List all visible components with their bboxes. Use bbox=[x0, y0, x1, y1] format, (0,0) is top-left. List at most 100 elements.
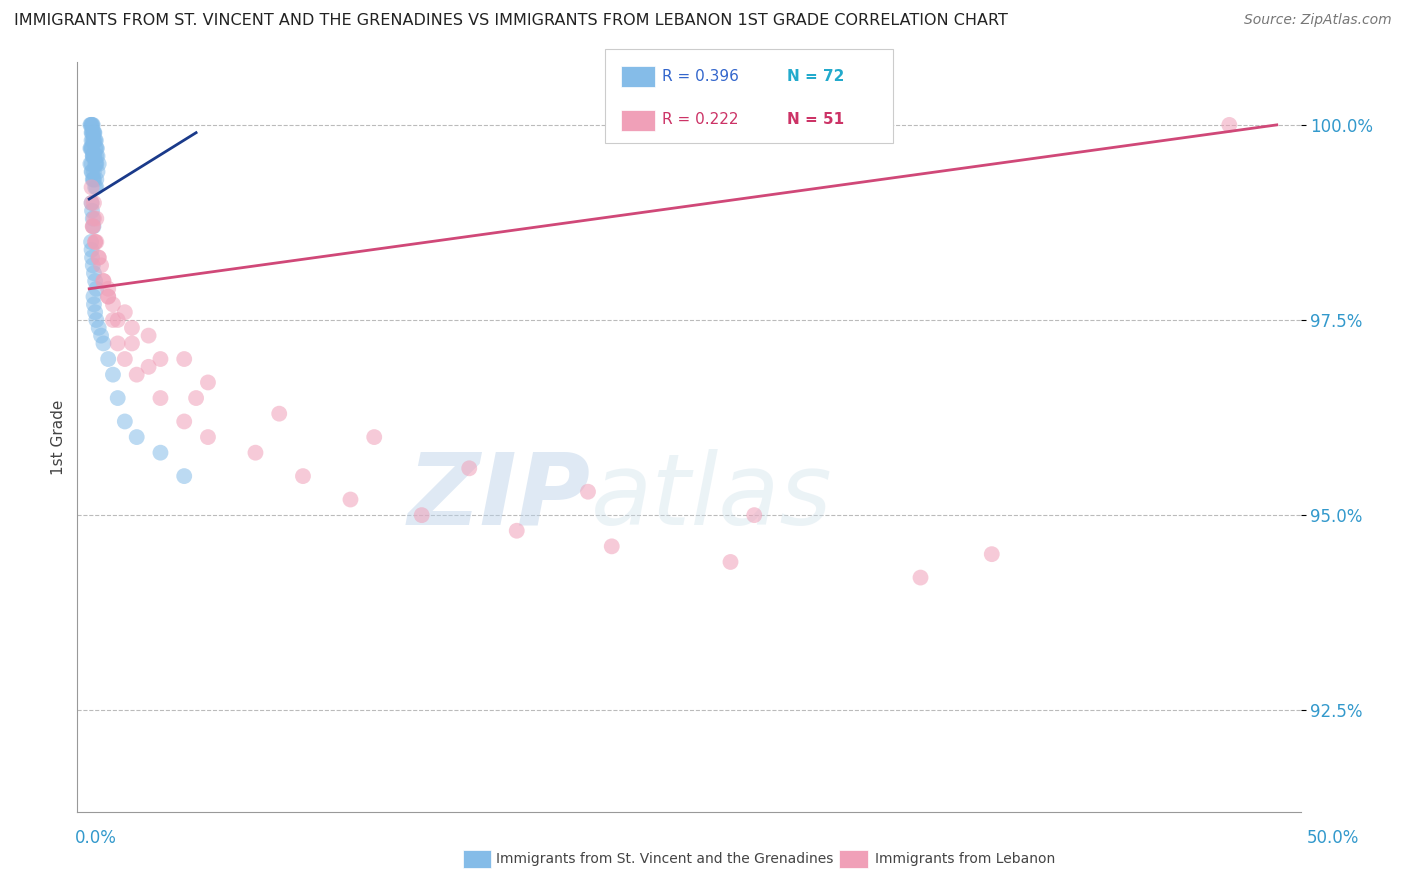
Point bbox=[114, 351, 136, 366]
Point bbox=[291, 469, 314, 483]
Point bbox=[84, 180, 107, 194]
Point bbox=[82, 126, 104, 140]
Point bbox=[980, 547, 1002, 561]
Point bbox=[82, 149, 104, 163]
Point bbox=[87, 251, 110, 265]
Point bbox=[80, 180, 103, 194]
Point bbox=[97, 351, 120, 366]
Text: N = 51: N = 51 bbox=[787, 112, 845, 127]
Point bbox=[83, 266, 105, 280]
Point bbox=[86, 180, 108, 194]
Point bbox=[80, 126, 103, 140]
Point bbox=[506, 524, 529, 538]
Point bbox=[82, 126, 104, 140]
Point bbox=[80, 203, 103, 218]
Point bbox=[80, 157, 103, 171]
Point bbox=[80, 133, 103, 147]
Point bbox=[411, 508, 433, 522]
Point bbox=[80, 164, 103, 178]
Point bbox=[93, 336, 115, 351]
Point bbox=[80, 141, 103, 155]
Point bbox=[173, 469, 195, 483]
Point bbox=[80, 118, 103, 132]
Point bbox=[101, 368, 124, 382]
Point bbox=[184, 391, 207, 405]
Text: 50.0%: 50.0% bbox=[1306, 829, 1360, 847]
Point bbox=[149, 351, 172, 366]
Point bbox=[101, 313, 124, 327]
Point bbox=[83, 195, 105, 210]
Text: Source: ZipAtlas.com: Source: ZipAtlas.com bbox=[1244, 13, 1392, 28]
Point bbox=[80, 251, 103, 265]
Point bbox=[197, 376, 219, 390]
Point bbox=[86, 164, 108, 178]
Point bbox=[82, 258, 104, 272]
Point bbox=[80, 141, 103, 155]
Point bbox=[84, 305, 107, 319]
Point bbox=[84, 235, 107, 249]
Point bbox=[83, 172, 105, 186]
Point bbox=[197, 430, 219, 444]
Point bbox=[80, 235, 103, 249]
Point bbox=[83, 149, 105, 163]
Point bbox=[82, 219, 104, 234]
Point bbox=[80, 126, 103, 140]
Point bbox=[86, 141, 108, 155]
Point bbox=[79, 118, 101, 132]
Text: ZIP: ZIP bbox=[408, 449, 591, 546]
Point bbox=[87, 157, 110, 171]
Point bbox=[138, 359, 160, 374]
Point bbox=[80, 141, 103, 155]
Point bbox=[84, 157, 107, 171]
Point bbox=[93, 274, 115, 288]
Point bbox=[83, 133, 105, 147]
Point bbox=[125, 430, 148, 444]
Point bbox=[82, 219, 104, 234]
Point bbox=[576, 484, 599, 499]
Point bbox=[79, 141, 101, 155]
Point bbox=[84, 274, 107, 288]
Point bbox=[363, 430, 385, 444]
Text: Immigrants from St. Vincent and the Grenadines: Immigrants from St. Vincent and the Gren… bbox=[496, 852, 834, 866]
Point bbox=[80, 164, 103, 178]
Point bbox=[83, 149, 105, 163]
Point bbox=[80, 243, 103, 257]
Point bbox=[107, 391, 129, 405]
Point bbox=[86, 149, 108, 163]
Point bbox=[114, 305, 136, 319]
Point bbox=[82, 211, 104, 226]
Point bbox=[269, 407, 291, 421]
Point bbox=[149, 445, 172, 459]
Point bbox=[86, 141, 108, 155]
Point bbox=[86, 157, 108, 171]
Point bbox=[86, 172, 108, 186]
Point bbox=[97, 282, 120, 296]
Point bbox=[173, 351, 195, 366]
Point bbox=[84, 133, 107, 147]
Point bbox=[910, 570, 932, 584]
Point bbox=[82, 172, 104, 186]
Point bbox=[82, 133, 104, 147]
Point bbox=[86, 211, 108, 226]
Point bbox=[245, 445, 267, 459]
Point bbox=[82, 133, 104, 147]
Point bbox=[80, 195, 103, 210]
Point bbox=[742, 508, 765, 522]
Point bbox=[79, 157, 101, 171]
Point bbox=[86, 313, 108, 327]
Point bbox=[82, 219, 104, 234]
Point bbox=[339, 492, 361, 507]
Point bbox=[173, 414, 195, 428]
Point bbox=[90, 258, 112, 272]
Y-axis label: 1st Grade: 1st Grade bbox=[51, 400, 66, 475]
Point bbox=[121, 320, 143, 334]
Point bbox=[84, 235, 107, 249]
Text: IMMIGRANTS FROM ST. VINCENT AND THE GRENADINES VS IMMIGRANTS FROM LEBANON 1ST GR: IMMIGRANTS FROM ST. VINCENT AND THE GREN… bbox=[14, 13, 1008, 29]
Point bbox=[83, 126, 105, 140]
Point bbox=[80, 118, 103, 132]
Point bbox=[82, 118, 104, 132]
Text: N = 72: N = 72 bbox=[787, 69, 845, 84]
Text: Immigrants from Lebanon: Immigrants from Lebanon bbox=[875, 852, 1054, 866]
Point bbox=[125, 368, 148, 382]
Point bbox=[83, 126, 105, 140]
